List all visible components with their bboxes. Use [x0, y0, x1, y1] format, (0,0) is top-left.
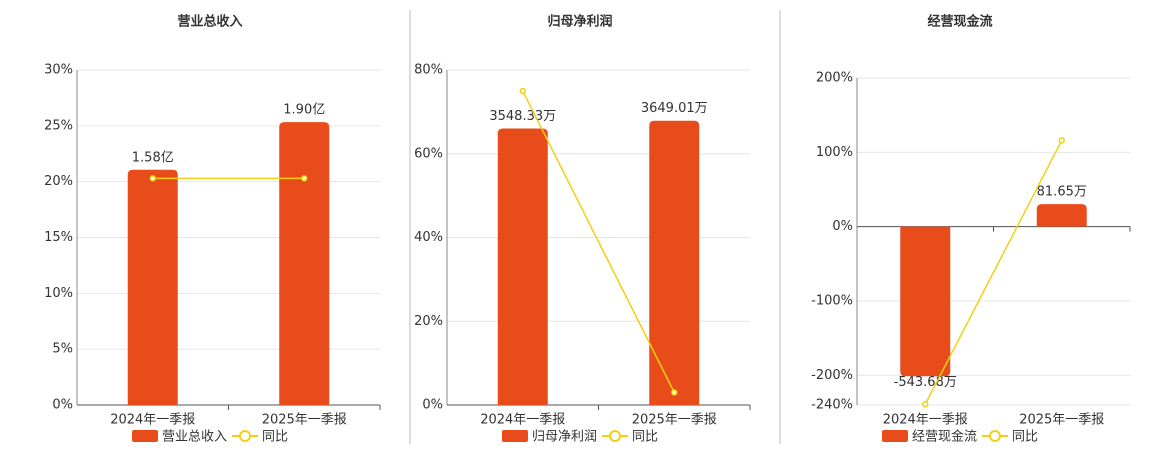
line-point	[149, 175, 156, 182]
legend-label: 同比	[632, 430, 658, 445]
y-tick-label: 5%	[52, 342, 73, 357]
x-tick-label: 2024年一季报	[110, 413, 195, 428]
y-tick-label: 10%	[44, 286, 73, 301]
value-label: 1.58亿	[132, 150, 174, 165]
legend-swatch	[989, 430, 1001, 442]
value-label: 1.90亿	[283, 103, 325, 118]
x-tick-label: 2024年一季报	[883, 413, 968, 428]
legend-swatch	[882, 430, 908, 442]
value-label: 3649.01万	[641, 101, 708, 116]
line-point	[922, 401, 929, 408]
y-tick-label: -100%	[811, 293, 853, 308]
value-label: 3548.33万	[489, 109, 556, 124]
legend-swatch	[239, 430, 251, 442]
legend-swatch	[502, 430, 528, 442]
y-tick-label: 80%	[414, 63, 443, 78]
legend-label: 归母净利润	[532, 430, 597, 445]
line-point	[301, 175, 308, 182]
bar	[649, 120, 700, 405]
y-tick-label: 0%	[422, 398, 443, 413]
y-tick-label: 30%	[44, 63, 73, 78]
value-label: 81.65万	[1037, 185, 1087, 200]
chart-title: 经营现金流	[927, 14, 992, 30]
x-tick-label: 2024年一季报	[480, 413, 565, 428]
y-tick-label: 200%	[816, 71, 853, 86]
legend-label: 营业总收入	[162, 430, 227, 445]
x-tick-label: 2025年一季报	[262, 413, 347, 428]
y-tick-label: 20%	[414, 314, 443, 329]
legend-swatch	[609, 430, 621, 442]
bar	[127, 169, 178, 405]
chart-title: 营业总收入	[177, 14, 242, 30]
y-tick-label: -240%	[811, 398, 853, 413]
legend-label: 同比	[262, 430, 288, 445]
y-tick-label: 0%	[832, 219, 853, 234]
x-tick-label: 2025年一季报	[1019, 413, 1104, 428]
line-point	[1058, 137, 1065, 144]
y-tick-label: 40%	[414, 230, 443, 245]
chart-title: 归母净利润	[547, 14, 612, 30]
line-point	[519, 87, 526, 95]
y-tick-label: 20%	[44, 174, 73, 189]
line	[522, 90, 675, 393]
bar	[279, 122, 330, 405]
line-point	[671, 389, 678, 396]
bar	[497, 128, 548, 405]
bar	[1036, 204, 1087, 227]
legend-label: 经营现金流	[912, 429, 977, 445]
y-tick-label: 100%	[816, 145, 853, 160]
value-label: -543.68万	[894, 375, 957, 390]
y-tick-label: 60%	[414, 146, 443, 161]
legend-label: 同比	[1012, 430, 1038, 445]
line	[924, 140, 1063, 405]
legend-swatch	[132, 430, 158, 442]
y-tick-label: 15%	[44, 230, 73, 245]
y-tick-label: 0%	[52, 398, 73, 413]
y-tick-label: -200%	[811, 368, 853, 383]
bar	[900, 226, 951, 377]
y-tick-label: 25%	[44, 118, 73, 133]
x-tick-label: 2025年一季报	[632, 413, 717, 428]
